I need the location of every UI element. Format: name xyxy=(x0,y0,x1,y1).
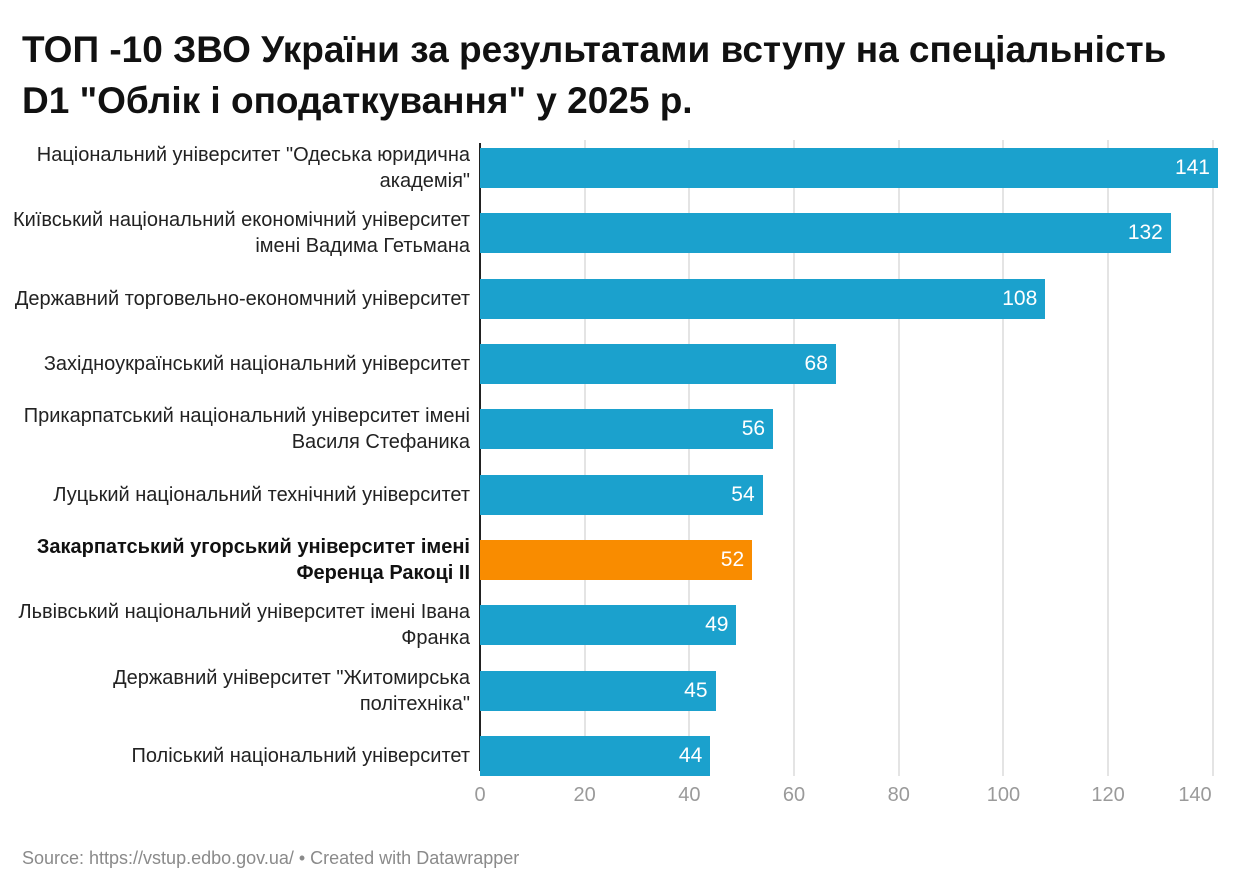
x-tick-label: 120 xyxy=(1091,784,1125,806)
bar-value-label: 44 xyxy=(678,743,703,767)
bar: 141 xyxy=(480,148,1218,188)
y-axis-line xyxy=(479,143,481,771)
bar: 132 xyxy=(480,213,1171,254)
x-tick-label: 0 xyxy=(474,784,486,806)
category-label: Поліський національний університет xyxy=(131,744,471,767)
category-label: Національний університет "Одеська юридич… xyxy=(36,144,470,192)
bar-value-label: 108 xyxy=(1002,286,1038,310)
gridline xyxy=(1107,140,1110,776)
bar: 45 xyxy=(480,670,716,711)
bar-value-label: 52 xyxy=(720,547,745,571)
bar: 56 xyxy=(480,409,774,450)
bar: 68 xyxy=(480,343,836,384)
bar-value-label: 141 xyxy=(1174,156,1210,179)
category-label: Прикарпатський національний університет … xyxy=(23,405,470,454)
x-tick-label: 100 xyxy=(986,784,1021,806)
bar-value-label: 56 xyxy=(741,417,766,441)
x-tick-label: 80 xyxy=(887,784,910,806)
bar: 49 xyxy=(480,605,737,646)
bar-value-label: 54 xyxy=(731,482,755,506)
gridline xyxy=(1002,140,1005,776)
bar: 44 xyxy=(480,735,711,776)
chart-title: ТОП -10 ЗВО України за результатами всту… xyxy=(22,29,1167,121)
category-label: Львівський національний університет імен… xyxy=(18,601,470,650)
source-note: Source: https://vstup.edbo.gov.ua/ • Cre… xyxy=(22,848,520,868)
gridline xyxy=(897,140,900,776)
category-label: Київський національний економічний уніве… xyxy=(12,209,470,258)
bar-value-label: 132 xyxy=(1127,221,1163,245)
gridline xyxy=(583,140,586,776)
x-tick-label: 20 xyxy=(573,784,596,806)
category-label: Західноукраїнський національний універси… xyxy=(43,352,470,375)
bar-value-label: 68 xyxy=(804,351,828,375)
bar-value-label: 45 xyxy=(684,678,708,702)
category-label: Державний торговельно-економчний універс… xyxy=(14,287,470,310)
bar-value-label: 49 xyxy=(705,613,729,637)
category-label: Державний університет "Житомирська політ… xyxy=(113,666,470,715)
category-label: Закарпатський угорський університет імен… xyxy=(36,535,470,584)
x-tick-label: 40 xyxy=(678,784,701,806)
x-tick-label: 140 xyxy=(1178,784,1212,806)
gridline xyxy=(793,140,796,776)
x-tick-label: 60 xyxy=(782,784,806,806)
bar: 54 xyxy=(480,474,763,515)
bar: 108 xyxy=(480,278,1046,319)
gridline xyxy=(1211,140,1214,776)
bar: 52 xyxy=(480,539,753,580)
category-label: Луцький національний технічний університ… xyxy=(53,483,470,506)
gridline xyxy=(688,140,691,776)
